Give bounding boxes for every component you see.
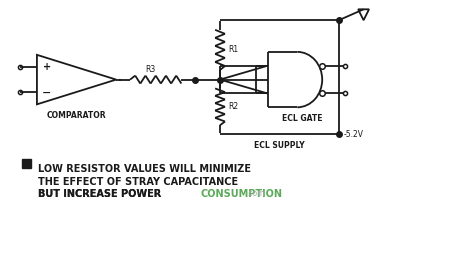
Text: .com: .com	[246, 189, 265, 198]
Text: BUT INCREASE POWER: BUT INCREASE POWER	[38, 189, 165, 199]
Text: ECL GATE: ECL GATE	[282, 114, 322, 123]
Text: R2: R2	[228, 102, 238, 111]
Text: BUT INCREASE POWER: BUT INCREASE POWER	[38, 189, 165, 199]
Bar	[22, 159, 31, 168]
Text: +: +	[43, 62, 51, 72]
Text: R3: R3	[146, 65, 156, 74]
Text: -5.2V: -5.2V	[344, 130, 364, 139]
Text: LOW RESISTOR VALUES WILL MINIMIZE: LOW RESISTOR VALUES WILL MINIMIZE	[38, 164, 251, 174]
Text: COMPARATOR: COMPARATOR	[47, 111, 106, 120]
Text: THE EFFECT OF STRAY CAPACITANCE: THE EFFECT OF STRAY CAPACITANCE	[38, 177, 238, 187]
Text: CONSUMPTION: CONSUMPTION	[201, 189, 283, 199]
Text: R1: R1	[228, 45, 238, 55]
Text: ECL SUPPLY: ECL SUPPLY	[254, 141, 305, 150]
Text: −: −	[42, 87, 51, 98]
